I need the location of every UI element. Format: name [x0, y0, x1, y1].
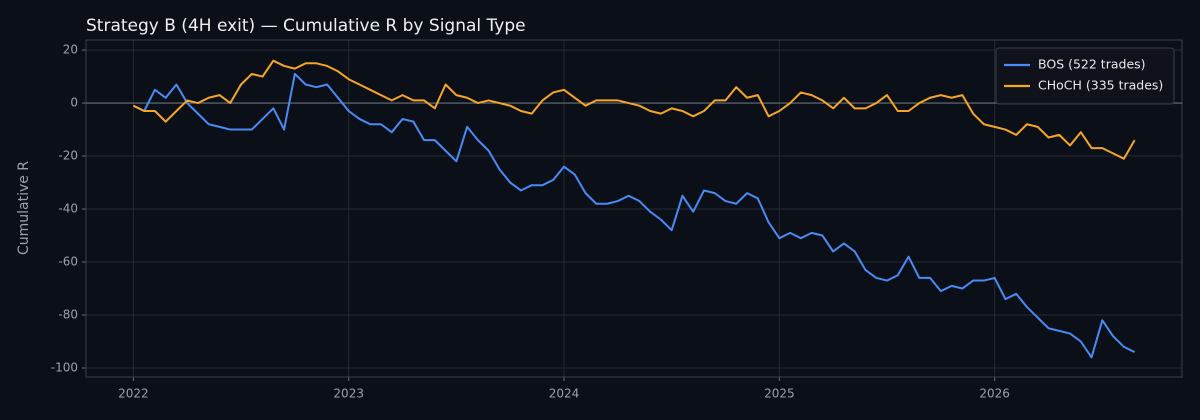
y-axis-label: Cumulative R — [16, 161, 32, 255]
legend-label: BOS (522 trades) — [1038, 57, 1146, 72]
y-tick-label: -20 — [58, 149, 78, 163]
series-line — [132, 59, 1136, 160]
x-tick-label: 2026 — [979, 387, 1010, 401]
y-tick-label: 0 — [70, 96, 78, 110]
y-tick-label: -60 — [58, 255, 78, 269]
y-tick-label: 20 — [63, 43, 78, 57]
y-tick-label: -40 — [58, 202, 78, 216]
plot-frame — [85, 39, 1183, 378]
x-tick-label: 2024 — [549, 387, 580, 401]
chart-title: Strategy B (4H exit) — Cumulative R by S… — [86, 16, 526, 36]
x-tick-label: 2022 — [118, 387, 149, 401]
legend-box — [995, 47, 1175, 105]
x-tick-label: 2023 — [333, 387, 364, 401]
y-tick-label: -100 — [51, 360, 78, 374]
y-tick-label: -80 — [58, 308, 78, 322]
x-tick-label: 2025 — [764, 387, 795, 401]
legend-label: CHoCH (335 trades) — [1038, 78, 1163, 93]
series-line — [132, 72, 1136, 359]
